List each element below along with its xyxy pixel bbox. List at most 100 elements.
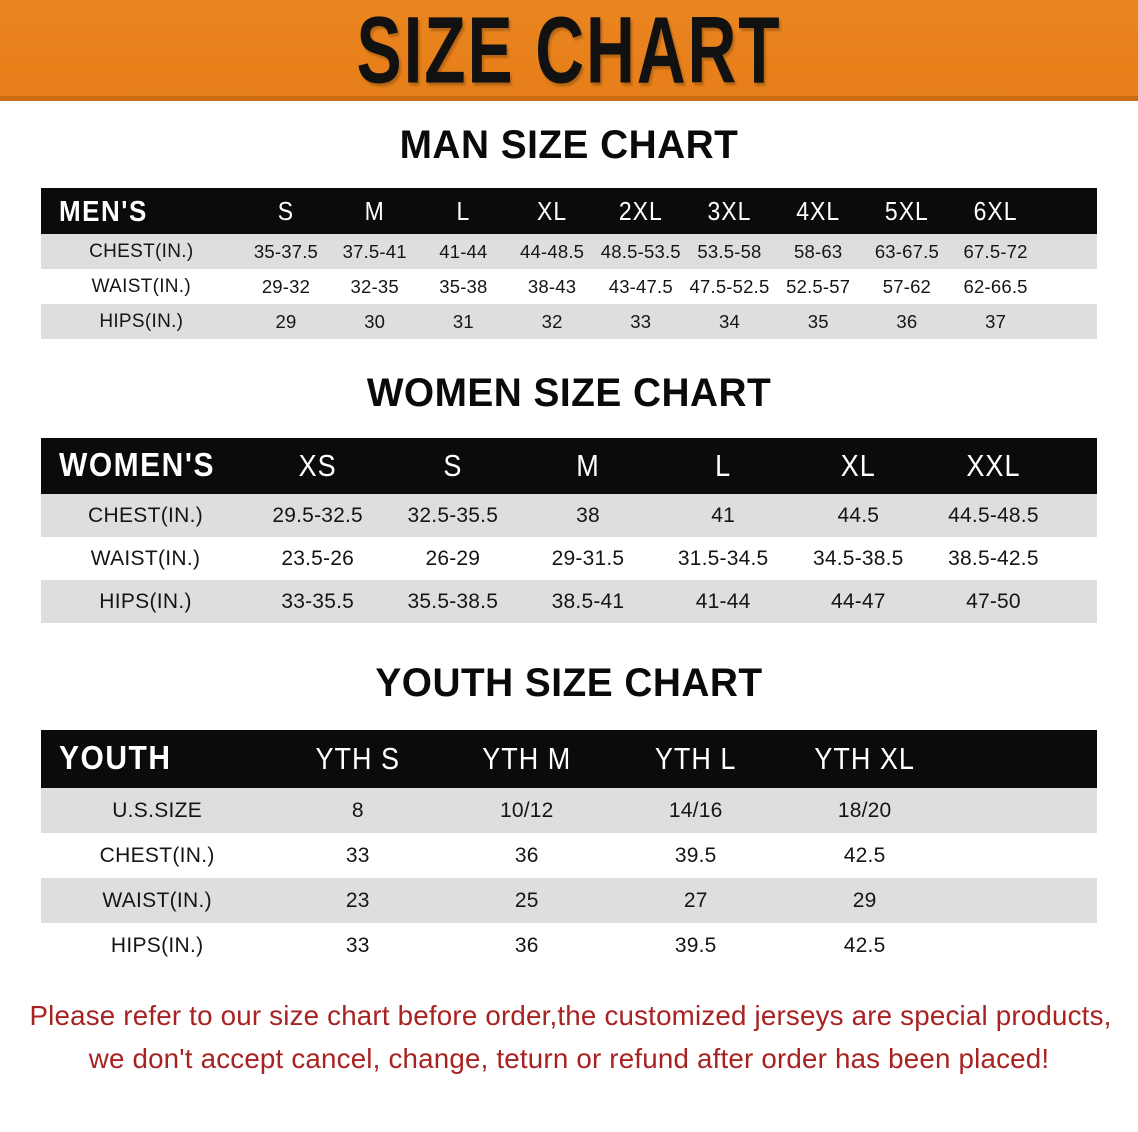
youth-cell-filler: [949, 878, 1097, 923]
youth-table-wrap: YOUTH YTH S YTH M YTH L YTH XL U.S.SIZE …: [41, 730, 1097, 968]
man-col-header: 5XL: [884, 195, 929, 225]
youth-table-body: U.S.SIZE 8 10/12 14/16 18/20 CHEST(IN.) …: [41, 788, 1097, 968]
women-col-header: L: [715, 448, 732, 483]
youth-cell: 29: [852, 888, 877, 912]
women-cell-filler: [1061, 494, 1097, 537]
section-title-man: MAN SIZE CHART: [399, 123, 739, 167]
youth-cell: 39.5: [674, 933, 717, 957]
youth-cell: 42.5: [843, 933, 886, 957]
youth-col-header: YTH M: [482, 741, 572, 776]
youth-cell: 14/16: [668, 798, 723, 822]
man-cell: 37: [985, 310, 1007, 332]
youth-row-label: WAIST(IN.): [102, 888, 212, 912]
man-col-header: XL: [537, 195, 568, 225]
women-cell: 35.5-38.5: [407, 589, 499, 613]
man-cell: 31: [452, 310, 474, 332]
table-row: WAIST(IN.) 23.5-26 26-29 29-31.5 31.5-34…: [41, 537, 1097, 580]
disclaimer-line-1: Please refer to our size chart before or…: [29, 1000, 1112, 1031]
man-cell-filler: [1040, 304, 1097, 339]
youth-cell: 39.5: [674, 843, 717, 867]
man-row-label: CHEST(IN.): [89, 240, 194, 262]
women-cell-filler: [1061, 580, 1097, 623]
youth-cell-filler: [949, 923, 1097, 968]
youth-cell: 25: [514, 888, 539, 912]
youth-header-filler: [949, 727, 1097, 792]
youth-cell: 33: [345, 933, 370, 957]
man-col-header: 6XL: [973, 195, 1018, 225]
youth-cell: 36: [514, 843, 539, 867]
women-col-header: S: [443, 448, 463, 483]
table-row: CHEST(IN.) 33 36 39.5 42.5: [41, 833, 1097, 878]
youth-size-table: YOUTH YTH S YTH M YTH L YTH XL U.S.SIZE …: [41, 730, 1097, 968]
table-row: WAIST(IN.) 23 25 27 29: [41, 878, 1097, 923]
women-cell: 47-50: [966, 589, 1021, 613]
women-cell: 38.5-41: [551, 589, 625, 613]
women-cell: 44.5: [837, 503, 880, 527]
man-cell: 52.5-57: [786, 275, 851, 297]
section-title-women: WOMEN SIZE CHART: [366, 371, 772, 415]
man-cell: 58-63: [794, 240, 843, 262]
man-cell: 37.5-41: [342, 240, 407, 262]
man-col-header: 3XL: [707, 195, 752, 225]
man-cell: 29-32: [261, 275, 311, 297]
women-col-header: XL: [840, 448, 876, 483]
table-row: U.S.SIZE 8 10/12 14/16 18/20: [41, 788, 1097, 833]
youth-header-row: YOUTH YTH S YTH M YTH L YTH XL: [41, 730, 1097, 788]
youth-cell-filler: [949, 788, 1097, 833]
disclaimer-note: Please refer to our size chart before or…: [29, 994, 1112, 1081]
man-cell-filler: [1040, 269, 1097, 304]
man-cell: 48.5-53.5: [600, 240, 681, 262]
man-col-header: 2XL: [618, 195, 663, 225]
table-row: CHEST(IN.) 35-37.5 37.5-41 41-44 44-48.5…: [41, 234, 1097, 269]
women-cell: 44.5-48.5: [948, 503, 1039, 527]
women-col-header: M: [576, 448, 600, 483]
women-cell: 33-35.5: [281, 589, 354, 613]
man-cell: 44-48.5: [520, 240, 585, 262]
women-corner-label: WOMEN'S: [59, 446, 215, 484]
man-corner-label: MEN'S: [59, 193, 148, 228]
women-header-filler: [1061, 435, 1097, 498]
youth-col-header: YTH S: [315, 741, 401, 776]
man-col-header: L: [456, 195, 471, 225]
women-cell: 34.5-38.5: [813, 546, 904, 570]
women-table-head: WOMEN'S XS S M L XL XXL: [41, 438, 1097, 494]
man-cell: 63-67.5: [874, 240, 939, 262]
women-cell-filler: [1061, 537, 1097, 580]
youth-cell: 23: [345, 888, 370, 912]
women-cell: 41: [711, 503, 736, 527]
man-col-header: M: [364, 195, 385, 225]
youth-cell-filler: [949, 833, 1097, 878]
youth-cell: 10/12: [499, 798, 554, 822]
page-title: SIZE CHART: [356, 0, 782, 101]
women-cell: 31.5-34.5: [677, 546, 769, 570]
page-banner: SIZE CHART: [0, 0, 1138, 101]
man-table-head: MEN'S S M L XL 2XL 3XL 4XL 5XL 6XL: [41, 188, 1097, 234]
women-col-header: XS: [298, 448, 337, 483]
man-cell: 62-66.5: [963, 275, 1028, 297]
women-cell: 29-31.5: [551, 546, 625, 570]
youth-row-label: HIPS(IN.): [110, 933, 204, 957]
women-cell: 44-47: [830, 589, 886, 613]
youth-cell: 27: [683, 888, 708, 912]
women-cell: 26-29: [425, 546, 481, 570]
man-header-filler: [1040, 185, 1097, 237]
youth-row-label: CHEST(IN.): [99, 843, 215, 867]
man-cell: 67.5-72: [963, 240, 1028, 262]
youth-cell: 18/20: [837, 798, 892, 822]
youth-corner-label: YOUTH: [59, 739, 172, 777]
man-cell: 43-47.5: [608, 275, 673, 297]
women-cell: 29.5-32.5: [272, 503, 363, 527]
man-col-header: S: [277, 195, 295, 225]
women-cell: 41-44: [695, 589, 751, 613]
man-cell: 35-38: [439, 275, 488, 297]
table-row: CHEST(IN.) 29.5-32.5 32.5-35.5 38 41 44.…: [41, 494, 1097, 537]
man-cell: 29: [275, 310, 297, 332]
man-row-label: HIPS(IN.): [99, 310, 184, 332]
man-cell: 33: [630, 310, 652, 332]
man-table-wrap: MEN'S S M L XL 2XL 3XL 4XL 5XL 6XL CHEST…: [41, 188, 1097, 339]
youth-table-head: YOUTH YTH S YTH M YTH L YTH XL: [41, 730, 1097, 788]
youth-col-header: YTH XL: [814, 741, 915, 776]
table-row: HIPS(IN.) 33 36 39.5 42.5: [41, 923, 1097, 968]
women-cell: 38.5-42.5: [948, 546, 1039, 570]
